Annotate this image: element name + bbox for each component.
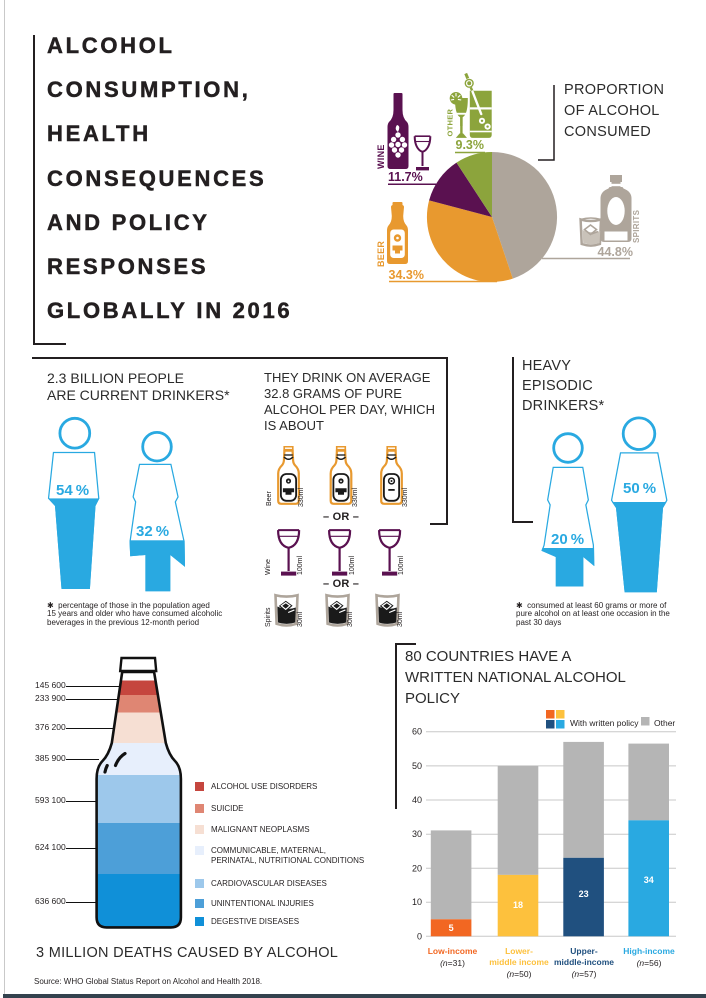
svg-text:23: 23 <box>579 889 589 899</box>
svg-text:20: 20 <box>412 863 422 873</box>
svg-text:34: 34 <box>644 875 654 885</box>
svg-text:30: 30 <box>412 829 422 839</box>
svg-text:0: 0 <box>417 931 422 941</box>
svg-text:10: 10 <box>412 897 422 907</box>
svg-text:40: 40 <box>412 795 422 805</box>
svg-text:Other: Other <box>654 718 675 728</box>
svg-text:5: 5 <box>449 923 454 933</box>
svg-text:50: 50 <box>412 761 422 771</box>
svg-text:60: 60 <box>412 727 422 737</box>
svg-text:With written policy: With written policy <box>570 718 639 728</box>
svg-text:18: 18 <box>513 900 523 910</box>
